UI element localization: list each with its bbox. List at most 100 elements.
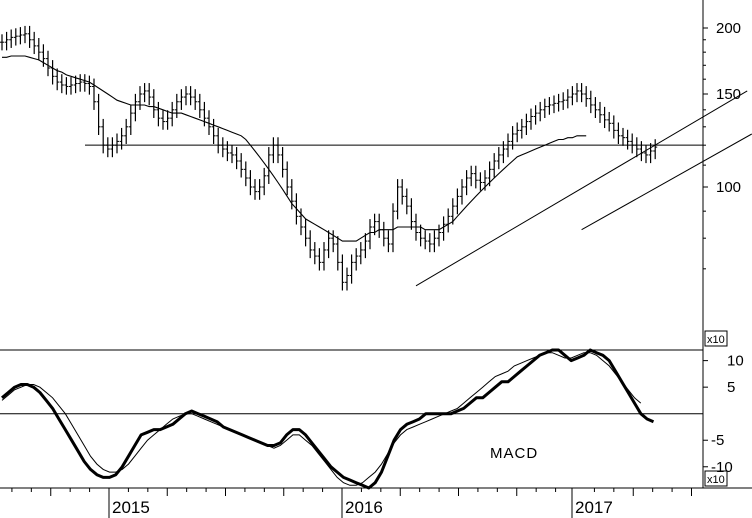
ohlc-bar bbox=[584, 86, 589, 107]
price-multiplier-box bbox=[704, 330, 728, 347]
ohlc-bar bbox=[363, 233, 368, 259]
ohlc-bar bbox=[220, 137, 225, 158]
ohlc-bar bbox=[207, 110, 211, 135]
ohlc-bar bbox=[409, 198, 414, 230]
ohlc-bar bbox=[354, 248, 359, 271]
ohlc-bar bbox=[570, 86, 575, 106]
ohlc-bar bbox=[0, 34, 4, 51]
trendline-1 bbox=[415, 90, 748, 287]
ohlc-bar bbox=[621, 127, 625, 146]
ohlc-bar bbox=[87, 75, 92, 95]
ohlc-bar bbox=[165, 110, 170, 130]
ohlc-bar bbox=[285, 161, 290, 196]
ohlc-bar bbox=[276, 137, 280, 164]
ohlc-bar bbox=[128, 105, 133, 135]
ohlc-bar bbox=[335, 236, 340, 271]
ohlc-bar bbox=[64, 77, 69, 95]
moving-average-line bbox=[2, 55, 587, 242]
ohlc-bar bbox=[82, 74, 87, 92]
ohlc-bar bbox=[455, 188, 460, 215]
ohlc-bar bbox=[575, 83, 579, 103]
ohlc-bar bbox=[32, 31, 37, 55]
ohlc-bar bbox=[170, 101, 175, 127]
ohlc-bar bbox=[280, 147, 285, 178]
ohlc-bar bbox=[193, 89, 198, 110]
ohlc-bar bbox=[427, 233, 432, 253]
ohlc-bar bbox=[625, 129, 630, 150]
ohlc-bar bbox=[262, 167, 267, 196]
ohlc-bar bbox=[358, 242, 363, 265]
ohlc-bar bbox=[36, 37, 41, 61]
price-tick-label: 100 bbox=[716, 179, 741, 196]
price-panel bbox=[0, 25, 752, 291]
ohlc-bar bbox=[161, 110, 165, 130]
ohlc-bar bbox=[234, 147, 239, 170]
ohlc-bar bbox=[197, 93, 202, 118]
ohlc-bar bbox=[391, 203, 395, 253]
ohlc-bar bbox=[216, 127, 221, 154]
ohlc-bar bbox=[13, 28, 18, 46]
macd-multiplier-box bbox=[704, 470, 728, 487]
ohlc-bar bbox=[400, 179, 405, 205]
ohlc-bar bbox=[496, 147, 501, 170]
ohlc-bar bbox=[515, 122, 520, 143]
ohlc-bar bbox=[271, 137, 276, 164]
ohlc-bar bbox=[27, 25, 32, 48]
ohlc-bar bbox=[473, 165, 478, 189]
ohlc-bar bbox=[243, 161, 248, 187]
ohlc-bar bbox=[23, 25, 27, 44]
ohlc-bar bbox=[524, 113, 529, 135]
ohlc-bar bbox=[469, 165, 474, 187]
ohlc-bar bbox=[542, 98, 547, 118]
ohlc-bar bbox=[561, 92, 566, 110]
macd-title: MACD bbox=[490, 445, 538, 462]
ohlc-bar bbox=[588, 90, 593, 114]
ohlc-bar bbox=[644, 145, 648, 164]
ohlc-bar bbox=[547, 97, 552, 115]
ohlc-bar bbox=[55, 68, 60, 91]
macd-multiplier-label: x10 bbox=[707, 474, 725, 486]
ohlc-bar bbox=[188, 86, 193, 106]
ohlc-bar bbox=[395, 179, 400, 220]
ohlc-bar bbox=[446, 208, 451, 233]
ohlc-bar bbox=[119, 127, 124, 150]
ohlc-bar bbox=[9, 29, 14, 48]
ohlc-bar bbox=[437, 224, 441, 247]
ohlc-bar bbox=[156, 101, 161, 127]
ohlc-bar bbox=[115, 133, 119, 154]
ohlc-bar bbox=[630, 133, 635, 154]
macd-signal-line bbox=[1, 352, 642, 486]
ohlc-bar bbox=[441, 216, 446, 241]
price-multiplier-label: x10 bbox=[707, 334, 725, 346]
year-label: 2015 bbox=[112, 498, 150, 517]
ohlc-bar bbox=[266, 147, 271, 184]
ohlc-bar bbox=[538, 101, 543, 122]
ohlc-bar bbox=[248, 170, 253, 196]
ohlc-bar bbox=[556, 93, 561, 112]
ohlc-bar bbox=[533, 105, 538, 125]
trendline-2 bbox=[581, 133, 752, 231]
price-tick-label: 200 bbox=[716, 20, 741, 37]
ohlc-bar bbox=[331, 230, 336, 253]
ohlc-bar bbox=[225, 141, 230, 162]
ohlc-bar bbox=[230, 145, 234, 164]
ohlc-bar bbox=[506, 133, 510, 158]
macd-tick-label: 5 bbox=[727, 379, 735, 396]
ohlc-bar bbox=[69, 77, 73, 95]
ohlc-bar bbox=[464, 170, 469, 196]
ohlc-bar bbox=[423, 230, 428, 250]
ohlc-bar bbox=[202, 101, 207, 127]
ohlc-bar bbox=[404, 188, 409, 215]
ohlc-bar bbox=[46, 50, 50, 77]
ohlc-bar bbox=[239, 153, 244, 178]
ohlc-bar bbox=[303, 219, 308, 247]
ohlc-bar bbox=[96, 93, 101, 135]
ohlc-bar bbox=[184, 86, 188, 106]
ohlc-bar bbox=[326, 230, 331, 259]
ohlc-bar bbox=[418, 224, 423, 247]
ohlc-bar bbox=[349, 254, 354, 284]
macd-tick-label: 10 bbox=[727, 353, 744, 370]
ohlc-bar bbox=[253, 179, 257, 200]
